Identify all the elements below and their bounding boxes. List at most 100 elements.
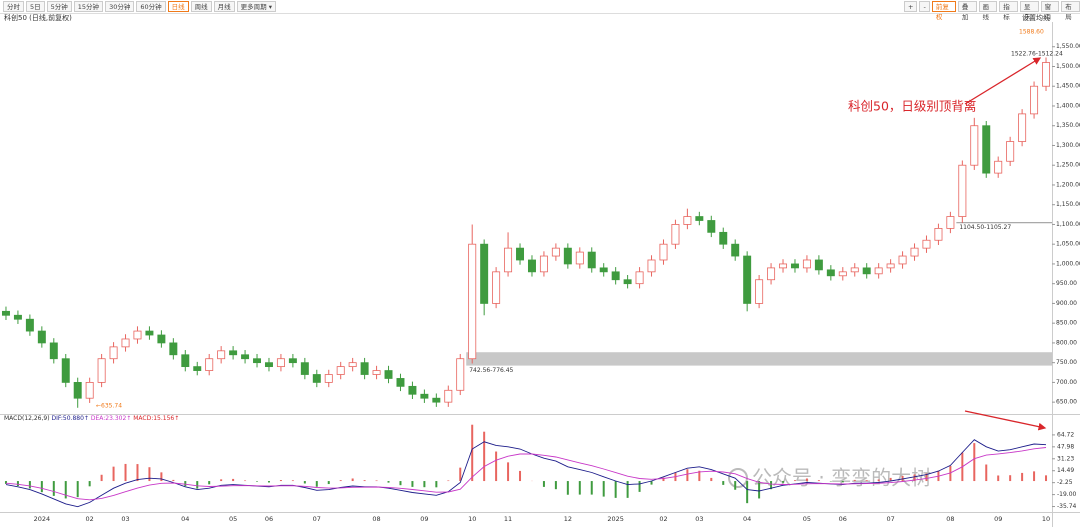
candle-body: [970, 125, 979, 166]
arrow: [964, 57, 1042, 105]
candle-body: [635, 271, 644, 285]
y2-tick-label: 14.49: [1057, 467, 1074, 474]
macd-bar: [28, 481, 31, 489]
toolbar-button[interactable]: 分时: [3, 1, 24, 12]
candle-body: [874, 267, 883, 275]
low-label: ←635.74: [96, 403, 122, 410]
toolbar-button[interactable]: 画线: [978, 1, 998, 21]
candle-body: [982, 125, 991, 174]
candle-body: [838, 271, 847, 277]
macd-bar: [602, 481, 605, 497]
toolbar-button[interactable]: 5分钟: [46, 1, 72, 12]
macd-bar: [1021, 472, 1024, 482]
y-tick-label: 1,150.00: [1056, 201, 1080, 208]
candle-body: [862, 267, 871, 275]
candle-body: [336, 366, 345, 375]
candle-body: [205, 358, 214, 371]
macd-bar: [232, 478, 235, 482]
toolbar-button[interactable]: 布局: [1061, 1, 1080, 21]
arrow: [964, 410, 1047, 431]
candle-body: [264, 362, 273, 368]
macd-bar: [734, 481, 737, 490]
candle-body: [516, 247, 525, 261]
y-tick-label: 1,500.00: [1056, 63, 1080, 70]
y2-tick-label: 31.23: [1057, 455, 1074, 462]
macd-bar: [172, 479, 175, 482]
ma-settings[interactable]: 设置均线: [1022, 13, 1050, 22]
candle-body: [695, 216, 704, 221]
tool-bar: + - 前复权 叠加 画线 指标 显示 窗口 布局: [904, 1, 1080, 21]
macd-bar: [112, 466, 115, 482]
toolbar-button[interactable]: 月线: [213, 1, 235, 12]
macd-bar: [88, 481, 91, 487]
candle-body: [372, 370, 381, 375]
toolbar-button[interactable]: 30分钟: [105, 1, 135, 12]
macd-bar: [662, 477, 665, 482]
candle-body: [432, 397, 441, 403]
toolbar-button[interactable]: 60分钟: [136, 1, 166, 12]
toolbar-button[interactable]: 5日: [26, 1, 45, 12]
macd-bar: [327, 481, 330, 485]
macd-bar: [16, 481, 19, 487]
candle-body: [790, 263, 799, 269]
toolbar-button[interactable]: 日线: [167, 1, 189, 12]
x-tick-label: 07: [886, 515, 894, 523]
toolbar-button[interactable]: +: [904, 1, 918, 12]
macd-bar: [411, 481, 414, 487]
x-tick-label: 10: [1042, 515, 1050, 523]
candle-body: [181, 354, 190, 368]
candle-body: [121, 338, 130, 348]
period-bar: 分时 5日 5分钟 15分钟 30分钟 60分钟 日线 周线 月线 更多周期 ▾: [3, 1, 276, 12]
y-tick-label: 1,050.00: [1056, 241, 1080, 248]
annotation: 科创50，日级别顶背离: [848, 99, 976, 114]
candle-body: [850, 267, 859, 273]
candle-body: [527, 259, 536, 273]
candle-body: [587, 251, 596, 269]
y2-tick-label: -35.74: [1057, 503, 1077, 510]
x-tick-label: 07: [313, 515, 321, 523]
macd-bar: [746, 481, 749, 504]
y-tick-label: 1,100.00: [1056, 221, 1080, 228]
macd-bar: [124, 463, 127, 482]
candle-body: [539, 255, 548, 273]
macd-bar: [805, 478, 808, 482]
macd-bar: [554, 481, 557, 490]
toolbar-button[interactable]: 周线: [190, 1, 212, 12]
candle-body: [898, 255, 907, 265]
macd-bar: [913, 474, 916, 482]
macd-bar: [363, 480, 366, 482]
dif-label: DIF:50.880↑: [52, 415, 89, 422]
candle-body: [61, 358, 70, 383]
candle-body: [743, 255, 752, 304]
candle-body: [611, 271, 620, 281]
candle-body: [599, 267, 608, 273]
x-tick-label: 05: [803, 515, 811, 523]
macd-bar: [793, 480, 796, 482]
toolbar-button[interactable]: 15分钟: [73, 1, 104, 12]
y-tick-label: 1,450.00: [1056, 83, 1080, 90]
candle-body: [1006, 141, 1015, 162]
macd-bar: [841, 481, 844, 483]
toolbar-button[interactable]: 更多周期 ▾: [236, 1, 276, 12]
x-tick-label: 09: [420, 515, 428, 523]
candle-body: [802, 259, 811, 269]
macd-bar: [375, 480, 378, 482]
macd-bar: [1009, 475, 1012, 482]
toolbar-button[interactable]: -: [919, 1, 930, 12]
toolbar-button[interactable]: 窗口: [1040, 1, 1060, 21]
toolbar-button[interactable]: 前复权: [931, 1, 956, 21]
toolbar-button[interactable]: 指标: [999, 1, 1018, 21]
toolbar-button[interactable]: 显示: [1019, 1, 1039, 21]
macd-bar: [459, 467, 462, 482]
dea-line: [5, 447, 1047, 501]
macd-bar: [435, 481, 438, 488]
y-tick-label: 1,250.00: [1056, 162, 1080, 169]
macd-bar: [267, 481, 270, 483]
candle-body: [647, 259, 656, 273]
candle-body: [755, 279, 764, 304]
y-tick-label: 1,000.00: [1056, 260, 1080, 267]
candle-body: [312, 374, 321, 383]
toolbar-button[interactable]: 叠加: [957, 1, 977, 21]
candle-body: [360, 362, 369, 375]
